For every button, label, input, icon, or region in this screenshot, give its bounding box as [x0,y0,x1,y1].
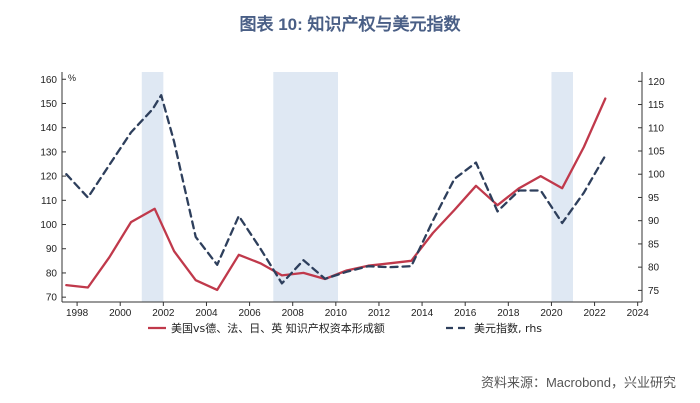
left-tick-label: 90 [46,244,58,255]
right-tick-label: 85 [648,239,660,250]
right-tick-label: 120 [648,77,665,88]
x-tick-label: 2008 [282,308,305,319]
right-tick-label: 95 [648,193,660,204]
right-tick-label: 100 [648,170,665,181]
series-line-usd-index [65,94,607,285]
right-tick-label: 115 [648,100,664,111]
chart-series [65,94,607,292]
x-tick-label: 1998 [66,308,89,319]
left-tick-label: 80 [46,268,58,279]
x-tick-label: 2024 [627,308,650,319]
legend-label: 美元指数, rhs [474,321,542,335]
left-tick-label: 130 [40,147,57,158]
x-tick-label: 2004 [195,308,218,319]
recession-shading [141,72,574,302]
right-tick-label: 110 [648,123,664,134]
right-tick-label: 75 [648,286,660,297]
shaded-period [273,72,338,302]
left-tick-label: 150 [40,99,57,110]
x-tick-label: 2002 [152,308,175,319]
left-tick-label: 160 [40,75,57,86]
x-tick-label: 2022 [583,308,606,319]
x-tick-label: 2012 [368,308,391,319]
legend-label: 美国vs德、法、日、英 知识产权资本形成额 [171,321,385,335]
right-tick-label: 90 [648,216,660,227]
chart-title: 图表 10: 知识产权与美元指数 [239,15,461,34]
x-tick-label: 2010 [325,308,348,319]
shaded-period [141,72,164,302]
x-tick-label: 2018 [497,308,520,319]
x-tick-label: 2014 [411,308,434,319]
x-tick-label: 2020 [540,308,563,319]
x-tick-label: 2000 [109,308,132,319]
x-tick-label: 2016 [454,308,477,319]
right-tick-label: 105 [648,146,665,157]
x-tick-label: 2006 [238,308,261,319]
chart-axes: 70 80 90 100 110 120 130 140 150 160 75 80 85 90 95 100… [40,72,665,319]
left-tick-label: 120 [40,172,57,183]
right-tick-label: 80 [648,263,660,274]
legend: 美国vs德、法、日、英 知识产权资本形成额 美元指数, rhs [148,321,542,335]
left-axis-unit: % [68,73,76,83]
left-tick-label: 70 [46,293,58,304]
left-tick-label: 140 [40,123,57,134]
source-note: 资料来源：Macrobond，兴业研究 [480,375,676,390]
left-tick-label: 110 [41,196,57,207]
left-tick-label: 100 [40,220,57,231]
